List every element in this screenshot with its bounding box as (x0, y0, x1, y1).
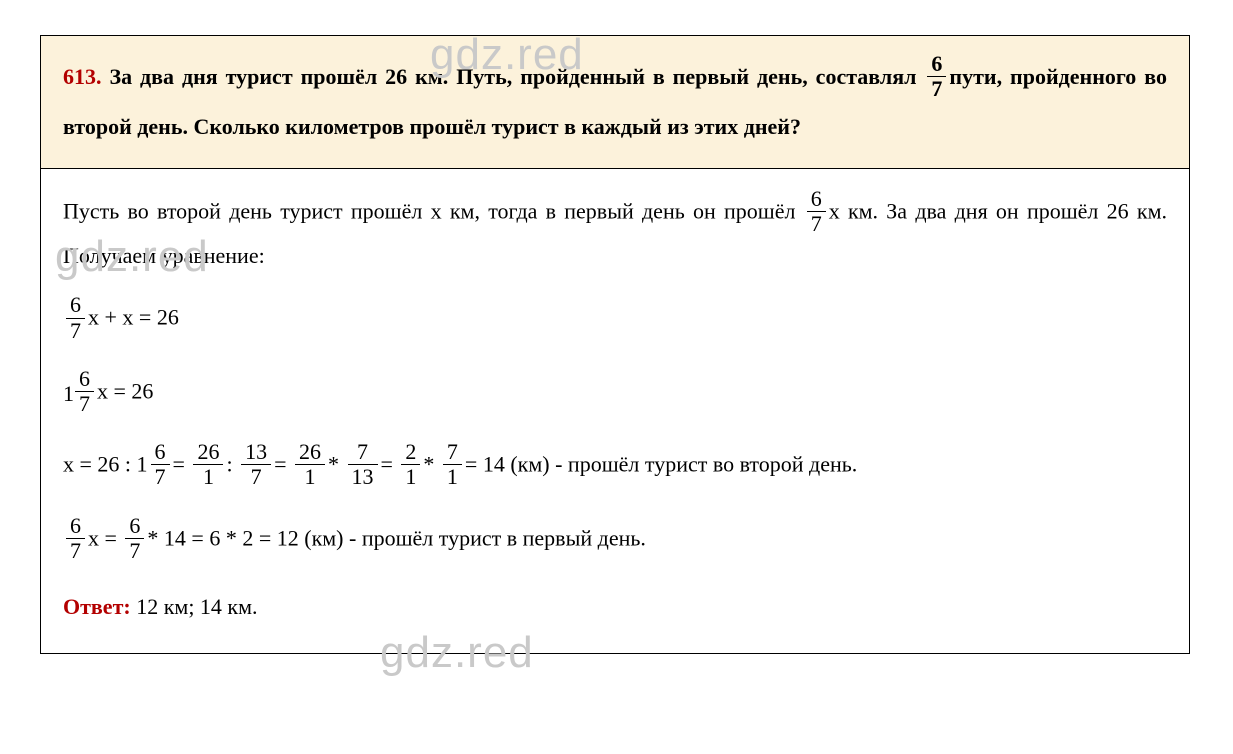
problem-fraction: 6 7 (927, 52, 946, 101)
chain-frac-f: 2 1 (401, 440, 420, 489)
fraction-numerator: 6 (66, 293, 85, 318)
answer-label: Ответ: (63, 594, 131, 619)
fraction-numerator: 6 (927, 52, 946, 77)
fraction-denominator: 7 (66, 319, 85, 343)
fraction-numerator: 7 (443, 440, 462, 465)
solution-intro: Пусть во второй день турист прошёл х км,… (63, 189, 1167, 274)
fraction-denominator: 1 (443, 465, 462, 489)
fraction-numerator: 26 (193, 440, 223, 465)
chain-frac-a: 6 7 (151, 440, 170, 489)
fraction-denominator: 7 (125, 539, 144, 563)
fraction-denominator: 13 (348, 465, 378, 489)
eq1-fraction: 6 7 (66, 293, 85, 342)
fraction-numerator: 6 (807, 187, 826, 212)
eq1-tail: х + х = 26 (88, 305, 179, 330)
equation-chain: х = 26 : 1 6 7 = 26 1 : 13 7 = 26 1 * 7 … (63, 442, 1167, 491)
mixed-fraction: 6 7 (75, 367, 94, 416)
fraction-denominator: 1 (193, 465, 223, 489)
fraction-denominator: 7 (66, 539, 85, 563)
exercise-table: 613. За два дня турист прошёл 26 км. Пут… (40, 35, 1190, 654)
mixed-number: 1 6 7 (63, 369, 97, 418)
fraction-numerator: 6 (66, 514, 85, 539)
chain-p6: * (423, 452, 440, 477)
mixed-whole: 1 (63, 376, 74, 411)
chain-frac-c: 13 7 (241, 440, 271, 489)
chain-frac-e: 7 13 (348, 440, 378, 489)
fraction-numerator: 6 (125, 514, 144, 539)
fraction-denominator: 1 (401, 465, 420, 489)
problem-text-part1: За два дня турист прошёл 26 км. Путь, пр… (102, 64, 925, 89)
chain-p4: * (328, 452, 345, 477)
chain-p3: = (274, 452, 292, 477)
day1-mid1: х = (88, 525, 122, 550)
problem-statement: 613. За два дня турист прошёл 26 км. Пут… (41, 36, 1190, 169)
chain-p1: = (173, 452, 191, 477)
solution-body: Пусть во второй день турист прошёл х км,… (41, 168, 1190, 653)
fraction-numerator: 6 (151, 440, 170, 465)
fraction-numerator: 6 (75, 367, 94, 392)
fraction-numerator: 26 (295, 440, 325, 465)
day1-frac-1: 6 7 (66, 514, 85, 563)
answer-text: 12 км; 14 км. (131, 594, 258, 619)
day1-mid2: * 14 = 6 * 2 = 12 (км) - прошёл турист в… (147, 525, 645, 550)
intro-fraction: 6 7 (807, 187, 826, 236)
chain-p7: = 14 (км) - прошёл турист во второй день… (465, 452, 857, 477)
equation-2: 1 6 7 х = 26 (63, 369, 1167, 418)
fraction-denominator: 1 (295, 465, 325, 489)
day1-frac-2: 6 7 (125, 514, 144, 563)
intro-text-a: Пусть во второй день турист прошёл х км,… (63, 199, 804, 224)
fraction-denominator: 7 (75, 392, 94, 416)
equation-1: 6 7 х + х = 26 (63, 295, 1167, 344)
fraction-denominator: 7 (807, 212, 826, 236)
chain-frac-d: 26 1 (295, 440, 325, 489)
fraction-numerator: 2 (401, 440, 420, 465)
fraction-numerator: 13 (241, 440, 271, 465)
fraction-denominator: 7 (151, 465, 170, 489)
chain-frac-g: 7 1 (443, 440, 462, 489)
problem-number: 613. (63, 64, 102, 89)
chain-frac-b: 26 1 (193, 440, 223, 489)
fraction-denominator: 7 (927, 77, 946, 101)
eq2-tail: х = 26 (97, 379, 153, 404)
chain-p5: = (381, 452, 399, 477)
fraction-numerator: 7 (348, 440, 378, 465)
fraction-denominator: 7 (241, 465, 271, 489)
chain-p0: х = 26 : 1 (63, 452, 148, 477)
equation-day1: 6 7 х = 6 7 * 14 = 6 * 2 = 12 (км) - про… (63, 516, 1167, 565)
chain-p2: : (226, 452, 238, 477)
answer-line: Ответ: 12 км; 14 км. (63, 589, 1167, 624)
